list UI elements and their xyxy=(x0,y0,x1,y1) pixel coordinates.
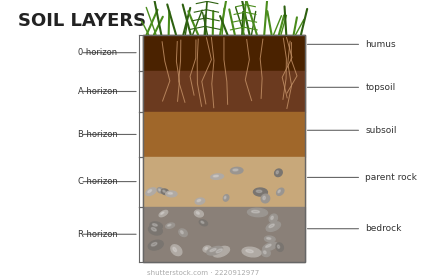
Ellipse shape xyxy=(275,169,282,177)
Ellipse shape xyxy=(242,247,261,257)
Text: B horizon: B horizon xyxy=(78,130,118,139)
Ellipse shape xyxy=(277,245,279,248)
Text: humus: humus xyxy=(366,40,396,49)
Bar xyxy=(143,71,305,112)
Ellipse shape xyxy=(271,216,273,220)
Ellipse shape xyxy=(148,240,163,250)
Ellipse shape xyxy=(278,190,280,193)
Ellipse shape xyxy=(276,243,283,251)
Bar xyxy=(143,35,305,262)
Ellipse shape xyxy=(276,188,284,195)
Ellipse shape xyxy=(153,224,157,226)
Ellipse shape xyxy=(196,212,199,214)
Ellipse shape xyxy=(262,249,270,256)
Ellipse shape xyxy=(265,236,275,242)
Text: topsoil: topsoil xyxy=(366,83,396,92)
Ellipse shape xyxy=(161,189,169,195)
Ellipse shape xyxy=(166,191,177,197)
Text: parent rock: parent rock xyxy=(366,173,417,182)
Ellipse shape xyxy=(269,224,274,228)
Text: A horizon: A horizon xyxy=(78,87,118,96)
Ellipse shape xyxy=(163,190,165,192)
Ellipse shape xyxy=(223,195,229,201)
Ellipse shape xyxy=(263,242,277,251)
Ellipse shape xyxy=(161,212,164,214)
Ellipse shape xyxy=(151,228,156,231)
Ellipse shape xyxy=(203,246,211,252)
Ellipse shape xyxy=(233,169,238,171)
Ellipse shape xyxy=(265,244,271,248)
Ellipse shape xyxy=(148,190,152,193)
Ellipse shape xyxy=(199,220,207,226)
Text: 0 horizon: 0 horizon xyxy=(78,48,117,57)
Bar xyxy=(143,35,305,71)
Ellipse shape xyxy=(179,229,187,237)
Text: R horizon: R horizon xyxy=(78,230,118,239)
Ellipse shape xyxy=(216,249,222,253)
Ellipse shape xyxy=(207,246,223,255)
Ellipse shape xyxy=(263,196,265,200)
Ellipse shape xyxy=(158,189,161,191)
Ellipse shape xyxy=(168,192,173,194)
Ellipse shape xyxy=(150,222,162,229)
Ellipse shape xyxy=(167,224,171,226)
Text: C horizon: C horizon xyxy=(78,177,118,186)
Bar xyxy=(143,157,305,207)
Ellipse shape xyxy=(248,208,268,217)
Ellipse shape xyxy=(253,188,268,196)
Text: bedrock: bedrock xyxy=(366,224,402,233)
Ellipse shape xyxy=(201,221,204,223)
Ellipse shape xyxy=(195,198,204,204)
Ellipse shape xyxy=(159,211,168,217)
Ellipse shape xyxy=(146,188,156,195)
Ellipse shape xyxy=(151,242,157,246)
Ellipse shape xyxy=(266,222,280,231)
Ellipse shape xyxy=(264,251,266,254)
Ellipse shape xyxy=(194,210,203,217)
Ellipse shape xyxy=(213,175,219,177)
Ellipse shape xyxy=(210,248,216,251)
Ellipse shape xyxy=(230,167,243,174)
Ellipse shape xyxy=(166,223,175,228)
Ellipse shape xyxy=(157,188,164,193)
Ellipse shape xyxy=(171,245,182,256)
Ellipse shape xyxy=(181,231,183,234)
Bar xyxy=(143,207,305,262)
Ellipse shape xyxy=(211,174,224,179)
Ellipse shape xyxy=(251,210,259,213)
Bar xyxy=(143,112,305,157)
Text: SOIL LAYERS: SOIL LAYERS xyxy=(17,13,146,31)
Ellipse shape xyxy=(213,246,230,257)
Ellipse shape xyxy=(246,249,253,253)
Ellipse shape xyxy=(276,171,279,174)
Ellipse shape xyxy=(225,196,226,199)
Ellipse shape xyxy=(269,214,277,223)
Ellipse shape xyxy=(261,194,270,203)
Ellipse shape xyxy=(149,225,162,235)
Text: subsoil: subsoil xyxy=(366,126,397,135)
Ellipse shape xyxy=(197,199,201,202)
Text: shutterstock.com · 2220912977: shutterstock.com · 2220912977 xyxy=(147,270,260,276)
Ellipse shape xyxy=(267,237,271,239)
Ellipse shape xyxy=(173,247,176,252)
Ellipse shape xyxy=(205,247,207,250)
Ellipse shape xyxy=(256,190,262,192)
